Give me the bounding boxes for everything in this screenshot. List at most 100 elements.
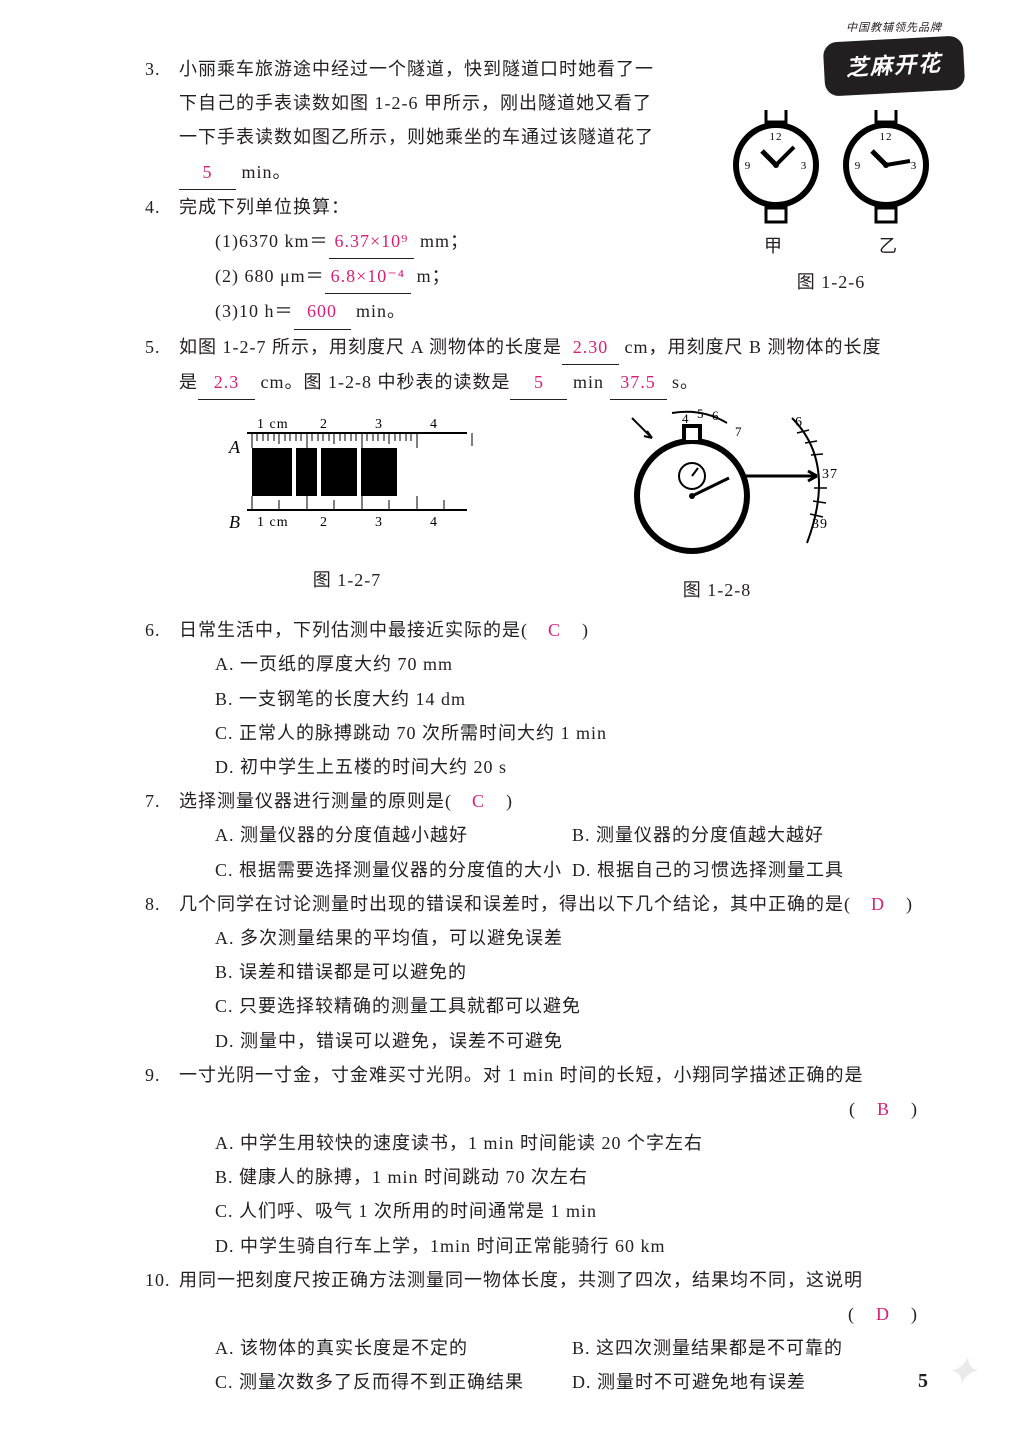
svg-text:4: 4 xyxy=(430,417,438,432)
q10-num: 10. xyxy=(145,1263,171,1297)
q10-opt-c: C. 测量次数多了反而得不到正确结果 xyxy=(215,1365,572,1399)
q7-options: A. 测量仪器的分度值越小越好 B. 测量仪器的分度值越大越好 C. 根据需要选… xyxy=(179,818,929,886)
page-number: 5 xyxy=(918,1362,929,1400)
q5-num: 5. xyxy=(145,330,161,364)
svg-text:37: 37 xyxy=(822,467,838,482)
question-10: 10. 用同一把刻度尺按正确方法测量同一物体长度，共测了四次，结果均不同，这说明… xyxy=(145,1263,929,1400)
q10-opt-d: D. 测量时不可避免地有误差 xyxy=(572,1365,929,1399)
q10-open: ( xyxy=(848,1304,856,1324)
q5-a1: 2.30 xyxy=(562,330,619,365)
q4-i2-label: (2) 680 μm＝ xyxy=(215,266,325,286)
svg-text:B: B xyxy=(229,512,241,532)
q4-i3-answer: 600 xyxy=(294,294,351,329)
q4-title: 完成下列单位换算： xyxy=(179,197,350,217)
figure-1-2-8: 456 7 6 37 39 图 1-2-8 xyxy=(577,408,857,607)
svg-text:1 cm: 1 cm xyxy=(257,417,289,432)
q5-a3: 5 xyxy=(510,365,567,400)
q4-i2-unit: m； xyxy=(417,266,451,286)
ruler-svg: A 1 cm234 B 1 cm234 xyxy=(217,408,477,548)
svg-text:6: 6 xyxy=(712,408,720,423)
q8-opt-b: B. 误差和错误都是可以避免的 xyxy=(215,955,929,989)
q6-options: A. 一页纸的厚度大约 70 mm B. 一支钢笔的长度大约 14 dm C. … xyxy=(179,647,929,784)
q6-opt-c: C. 正常人的脉搏跳动 70 次所需时间大约 1 min xyxy=(215,716,929,750)
q9-opt-c: C. 人们呼、吸气 1 次所用的时间通常是 1 min xyxy=(215,1194,929,1228)
q9-opt-a: A. 中学生用较快的速度读书，1 min 时间能读 20 个字左右 xyxy=(215,1126,929,1160)
q9-open: ( xyxy=(849,1099,857,1119)
figure-1-2-7: A 1 cm234 B 1 cm234 图 1-2-7 xyxy=(217,408,477,607)
question-4: 4. 完成下列单位换算： (1)6370 km＝6.37×10⁹ mm； (2)… xyxy=(145,190,929,330)
q5-p1a: 如图 1-2-7 所示，用刻度尺 A 测物体的长度是 xyxy=(179,337,562,357)
svg-text:3: 3 xyxy=(375,417,383,432)
question-5: 5. 如图 1-2-7 所示，用刻度尺 A 测物体的长度是2.30 cm，用刻度… xyxy=(145,330,929,400)
q7-num: 7. xyxy=(145,784,161,818)
q4-i2-answer: 6.8×10⁻⁴ xyxy=(325,259,411,294)
q6-opt-d: D. 初中学生上五楼的时间大约 20 s xyxy=(215,750,929,784)
stopwatch-svg: 456 7 6 37 39 xyxy=(577,408,857,558)
q9-opt-d: D. 中学生骑自行车上学，1min 时间正常能骑行 60 km xyxy=(215,1229,929,1263)
q6-num: 6. xyxy=(145,613,161,647)
svg-text:39: 39 xyxy=(812,517,828,532)
q6-opt-b: B. 一支钢笔的长度大约 14 dm xyxy=(215,682,929,716)
question-8: 8. 几个同学在讨论测量时出现的错误和误差时，得出以下几个结论，其中正确的是( … xyxy=(145,887,929,1058)
q9-options: A. 中学生用较快的速度读书，1 min 时间能读 20 个字左右 B. 健康人… xyxy=(179,1126,929,1263)
q4-i3-label: (3)10 h＝ xyxy=(215,301,294,321)
svg-text:6: 6 xyxy=(795,415,803,430)
svg-text:A: A xyxy=(228,437,241,457)
q8-stem: 几个同学在讨论测量时出现的错误和误差时，得出以下几个结论，其中正确的是( xyxy=(179,894,851,914)
q9-close: ) xyxy=(911,1099,919,1119)
q7-opt-a: A. 测量仪器的分度值越小越好 xyxy=(215,818,572,852)
q3-line2: 下自己的手表读数如图 1-2-6 甲所示，刚出隧道她又看了 xyxy=(179,93,652,113)
q5-p2c: min xyxy=(573,372,604,392)
q7-opt-b: B. 测量仪器的分度值越大越好 xyxy=(572,818,929,852)
q8-options: A. 多次测量结果的平均值，可以避免误差 B. 误差和错误都是可以避免的 C. … xyxy=(179,921,929,1058)
q8-opt-a: A. 多次测量结果的平均值，可以避免误差 xyxy=(215,921,929,955)
q4-i1-unit: mm； xyxy=(420,231,469,251)
q10-answer: D xyxy=(876,1304,891,1324)
q3-line1: 小丽乘车旅游途中经过一个隧道，快到隧道口时她看了一 xyxy=(179,59,654,79)
q6-opt-a: A. 一页纸的厚度大约 70 mm xyxy=(215,647,929,681)
q10-options: A. 该物体的真实长度是不定的 B. 这四次测量结果都是不可靠的 C. 测量次数… xyxy=(179,1331,929,1399)
svg-text:1 cm: 1 cm xyxy=(257,515,289,530)
q8-opt-c: C. 只要选择较精确的测量工具就都可以避免 xyxy=(215,989,929,1023)
q8-answer: D xyxy=(871,894,886,914)
svg-text:4: 4 xyxy=(430,515,438,530)
watermark-icon: ✦ xyxy=(944,1334,979,1410)
q5-p2b: cm。图 1-2-8 中秒表的读数是 xyxy=(261,372,511,392)
q5-a4: 37.5 xyxy=(610,365,667,400)
q4-num: 4. xyxy=(145,190,161,224)
svg-text:2: 2 xyxy=(320,417,328,432)
svg-text:7: 7 xyxy=(735,424,743,439)
figure-row: A 1 cm234 B 1 cm234 图 1-2-7 xyxy=(145,408,929,607)
figure-1-2-7-caption: 图 1-2-7 xyxy=(217,563,477,597)
q4-i1-label: (1)6370 km＝ xyxy=(215,231,329,251)
question-9: 9. 一寸光阴一寸金，寸金难买寸光阴。对 1 min 时间的长短，小翔同学描述正… xyxy=(145,1058,929,1263)
svg-text:4: 4 xyxy=(682,411,690,426)
q3-answer: 5 xyxy=(179,155,236,190)
q7-opt-c: C. 根据需要选择测量仪器的分度值的大小 xyxy=(215,853,572,887)
q10-opt-a: A. 该物体的真实长度是不定的 xyxy=(215,1331,572,1365)
svg-text:5: 5 xyxy=(697,408,705,421)
q7-close: ) xyxy=(506,791,514,811)
q3-tail: min。 xyxy=(242,162,292,182)
svg-text:3: 3 xyxy=(375,515,383,530)
q9-num: 9. xyxy=(145,1058,161,1092)
question-3: 3. 小丽乘车旅游途中经过一个隧道，快到隧道口时她看了一 下自己的手表读数如图 … xyxy=(145,52,929,190)
q6-close: ) xyxy=(582,620,590,640)
q4-i3-unit: min。 xyxy=(356,301,406,321)
q4-i1-answer: 6.37×10⁹ xyxy=(329,224,415,259)
q3-num: 3. xyxy=(145,52,161,86)
q7-stem: 选择测量仪器进行测量的原则是( xyxy=(179,791,452,811)
q9-stem: 一寸光阴一寸金，寸金难买寸光阴。对 1 min 时间的长短，小翔同学描述正确的是 xyxy=(179,1065,864,1085)
q10-opt-b: B. 这四次测量结果都是不可靠的 xyxy=(572,1331,929,1365)
q9-opt-b: B. 健康人的脉搏，1 min 时间跳动 70 次左右 xyxy=(215,1160,929,1194)
q5-a2: 2.3 xyxy=(198,365,255,400)
page: 中国教辅领先品牌 芝麻开花 12 3 9 12 3 9 xyxy=(0,0,1024,1440)
q8-close: ) xyxy=(906,894,914,914)
question-6: 6. 日常生活中，下列估测中最接近实际的是( C ) A. 一页纸的厚度大约 7… xyxy=(145,613,929,784)
q10-close: ) xyxy=(911,1304,919,1324)
q6-answer: C xyxy=(548,620,562,640)
question-7: 7. 选择测量仪器进行测量的原则是( C ) A. 测量仪器的分度值越小越好 B… xyxy=(145,784,929,887)
q8-opt-d: D. 测量中，错误可以避免，误差不可避免 xyxy=(215,1024,929,1058)
q5-p2d: s。 xyxy=(672,372,699,392)
q5-p2a: 是 xyxy=(179,372,198,392)
